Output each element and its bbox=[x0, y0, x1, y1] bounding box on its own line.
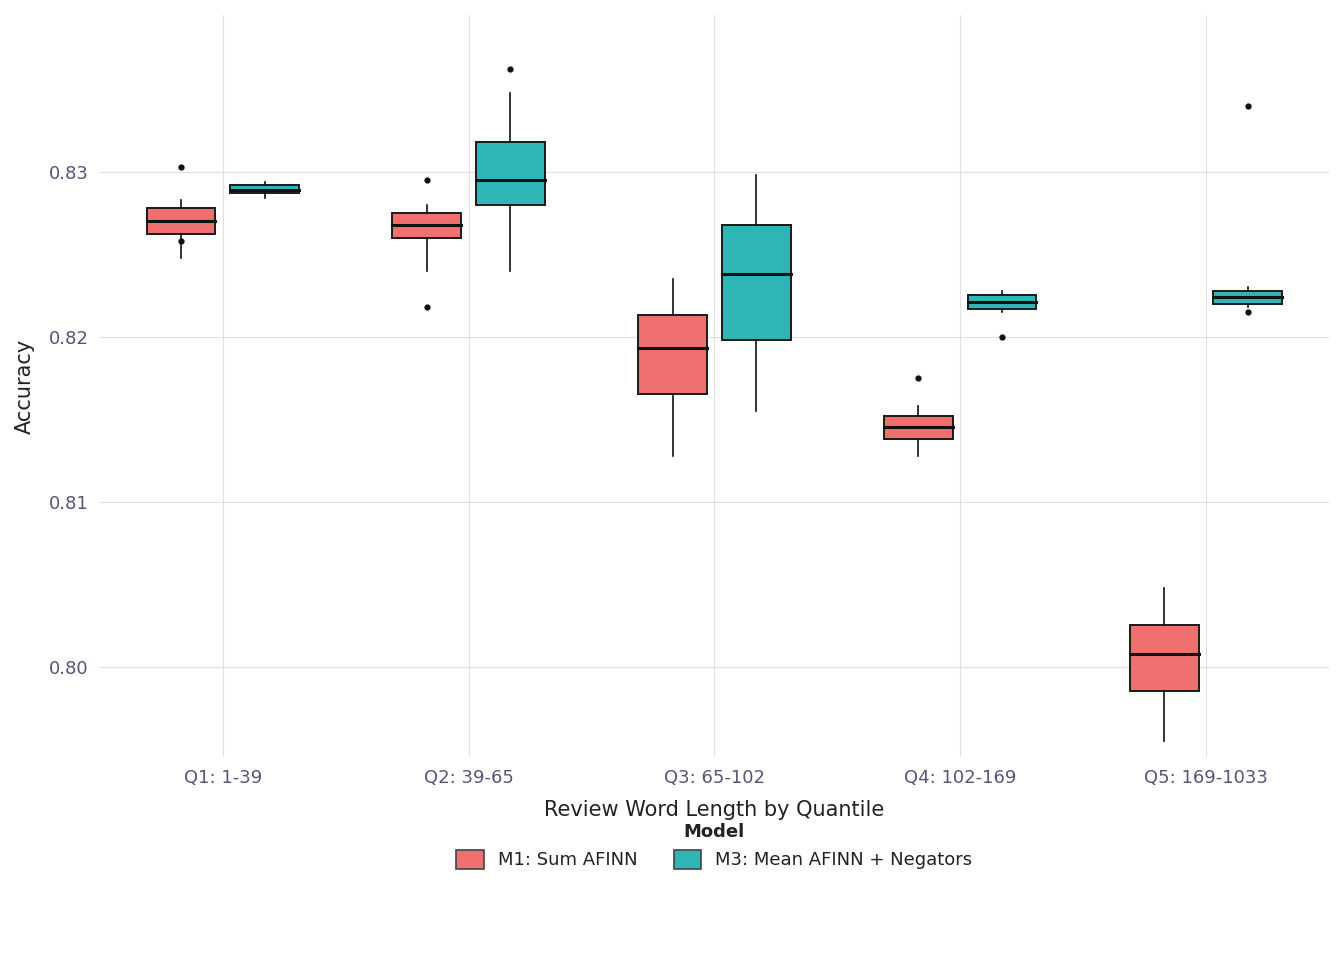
Bar bbox=[722, 225, 790, 340]
Bar bbox=[146, 208, 215, 234]
Bar bbox=[230, 185, 298, 193]
Legend: M1: Sum AFINN, M3: Mean AFINN + Negators: M1: Sum AFINN, M3: Mean AFINN + Negators bbox=[448, 814, 981, 878]
Bar bbox=[1214, 291, 1282, 303]
Bar bbox=[638, 315, 707, 395]
Y-axis label: Accuracy: Accuracy bbox=[15, 339, 35, 434]
Bar bbox=[968, 296, 1036, 309]
Bar bbox=[476, 142, 544, 204]
Bar bbox=[392, 213, 461, 238]
Bar bbox=[1130, 626, 1199, 691]
X-axis label: Review Word Length by Quantile: Review Word Length by Quantile bbox=[544, 801, 884, 821]
Bar bbox=[884, 416, 953, 439]
